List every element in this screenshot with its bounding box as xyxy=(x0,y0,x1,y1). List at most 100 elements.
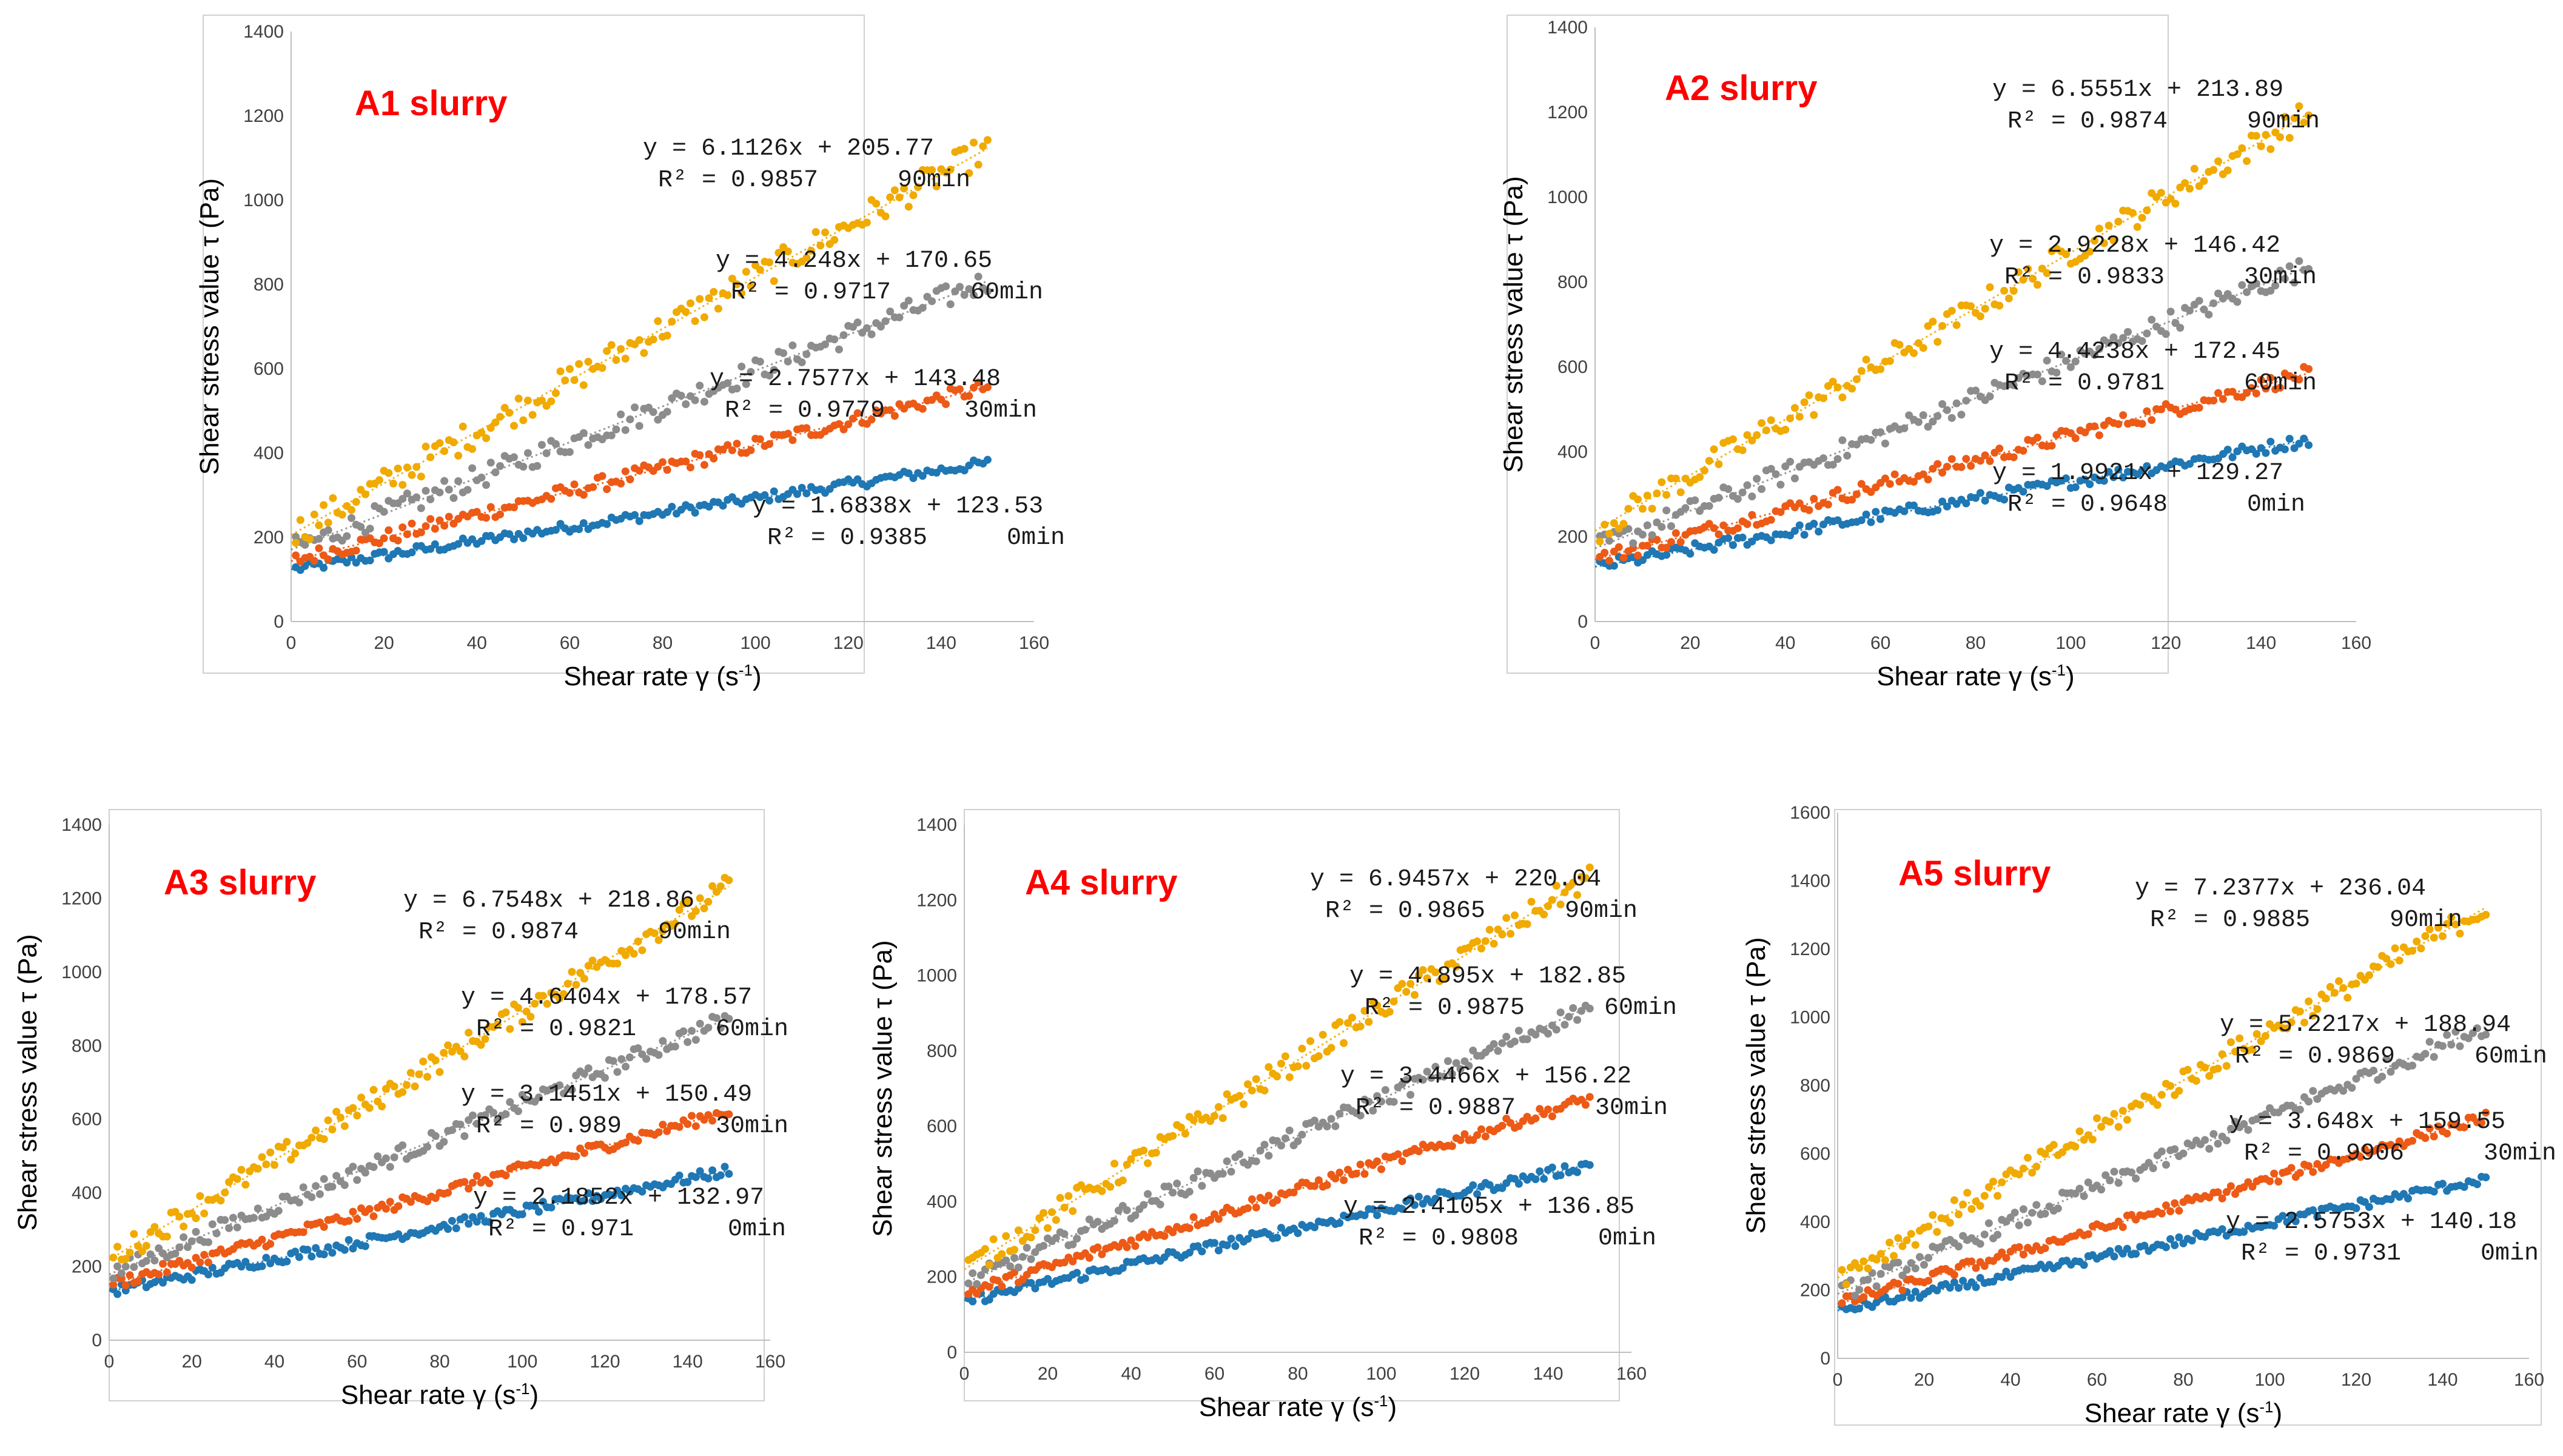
data-point xyxy=(2071,1142,2080,1151)
data-point xyxy=(612,356,620,364)
data-point xyxy=(589,483,597,491)
data-point xyxy=(1156,1200,1164,1209)
panel-title: A5 slurry xyxy=(1898,854,2051,893)
data-point xyxy=(2285,434,2294,443)
data-point xyxy=(1485,925,1494,934)
data-point xyxy=(2408,1136,2417,1145)
data-point xyxy=(1514,1027,1523,1035)
data-point xyxy=(1898,1271,1907,1280)
data-point xyxy=(1073,1269,1081,1277)
data-point xyxy=(1327,1044,1335,1052)
y-tick-label: 600 xyxy=(1557,357,1588,377)
data-point xyxy=(1795,521,1804,529)
data-point xyxy=(844,420,853,429)
data-point xyxy=(1223,1241,1231,1250)
chart-panel-2: 0 20 40 60 80 100 120 140 1600200400600800100012… xyxy=(1499,15,2371,691)
data-point xyxy=(1876,428,1885,437)
data-point xyxy=(440,1048,448,1057)
y-tick-label: 1200 xyxy=(243,106,284,126)
data-point xyxy=(821,228,829,237)
data-point xyxy=(1052,1233,1060,1242)
data-point xyxy=(1876,515,1885,523)
data-point xyxy=(2166,1082,2175,1090)
data-point xyxy=(2305,1097,2313,1105)
data-point xyxy=(1440,1072,1448,1081)
data-point xyxy=(584,1189,593,1198)
data-point xyxy=(1131,1242,1140,1250)
data-point xyxy=(531,999,539,1008)
data-point xyxy=(1898,1293,1907,1301)
data-point xyxy=(2382,1055,2391,1064)
data-point xyxy=(406,1198,415,1206)
data-point xyxy=(1634,551,1642,560)
series-60min xyxy=(1837,1024,2490,1300)
equation-label-90min: y = 7.2377x + 236.04 xyxy=(2135,875,2426,902)
data-point xyxy=(714,304,722,313)
data-point xyxy=(2104,468,2113,476)
data-point xyxy=(1980,1230,1989,1239)
data-point xyxy=(1933,338,1942,346)
data-point xyxy=(1981,451,1989,460)
data-point xyxy=(1302,1062,1311,1070)
data-point xyxy=(1423,1067,1431,1076)
data-point xyxy=(1857,480,1866,488)
data-point xyxy=(381,1204,390,1213)
data-point xyxy=(2019,1250,2027,1259)
data-point xyxy=(2195,297,2203,305)
data-point xyxy=(1294,1229,1302,1238)
data-point xyxy=(456,1120,465,1129)
equation-label-60min: y = 4.895x + 182.85 xyxy=(1349,963,1626,990)
data-point xyxy=(1976,312,1984,321)
data-point xyxy=(1920,1261,1928,1269)
data-point xyxy=(1248,1086,1256,1095)
data-point xyxy=(2091,237,2099,245)
data-point xyxy=(2002,1267,2010,1276)
data-point xyxy=(2365,971,2373,979)
data-point xyxy=(1614,543,1623,551)
data-point xyxy=(1010,1253,1018,1262)
data-point xyxy=(617,410,625,418)
data-point xyxy=(266,1148,275,1156)
data-point xyxy=(1189,1213,1198,1221)
data-point xyxy=(2413,938,2421,946)
data-point xyxy=(1110,1159,1118,1168)
data-point xyxy=(1800,398,1809,406)
data-point xyxy=(568,1085,576,1094)
data-point xyxy=(2343,993,2352,1002)
data-point xyxy=(2095,344,2103,353)
data-point xyxy=(121,1281,130,1290)
data-point xyxy=(2395,956,2403,965)
x-axis-title-text: Shear rate γ (s xyxy=(1199,1392,1374,1422)
data-point xyxy=(2032,1162,2041,1171)
data-point xyxy=(1477,944,1485,953)
data-point xyxy=(1790,526,1799,535)
data-point xyxy=(312,1244,320,1252)
r2-label-0min: R² = 0.9385 xyxy=(767,525,927,552)
equation-label-0min: y = 1.6838x + 123.53 xyxy=(752,493,1043,520)
data-point xyxy=(1900,424,1909,432)
data-point xyxy=(1223,1157,1231,1166)
data-point xyxy=(1565,1013,1573,1021)
data-point xyxy=(1373,1001,1382,1010)
data-point xyxy=(551,440,560,448)
data-point xyxy=(2110,1252,2118,1261)
data-point xyxy=(928,297,936,306)
data-point xyxy=(1311,1182,1318,1190)
data-point xyxy=(1285,1073,1294,1081)
data-point xyxy=(2109,237,2118,245)
data-point xyxy=(357,523,365,531)
data-point xyxy=(1081,1274,1089,1283)
data-point xyxy=(2009,287,2018,295)
data-point xyxy=(1244,1235,1252,1243)
panel-title: A3 slurry xyxy=(164,863,316,902)
panel-title: A4 slurry xyxy=(1025,863,1177,902)
data-point xyxy=(2261,1110,2269,1119)
data-point xyxy=(295,1198,303,1207)
data-point xyxy=(1919,470,1927,478)
data-point xyxy=(2148,416,2156,424)
data-point xyxy=(348,506,356,514)
data-point xyxy=(1691,496,1699,505)
data-point xyxy=(1981,497,1989,505)
data-point xyxy=(985,1283,993,1291)
data-point xyxy=(353,1112,361,1120)
